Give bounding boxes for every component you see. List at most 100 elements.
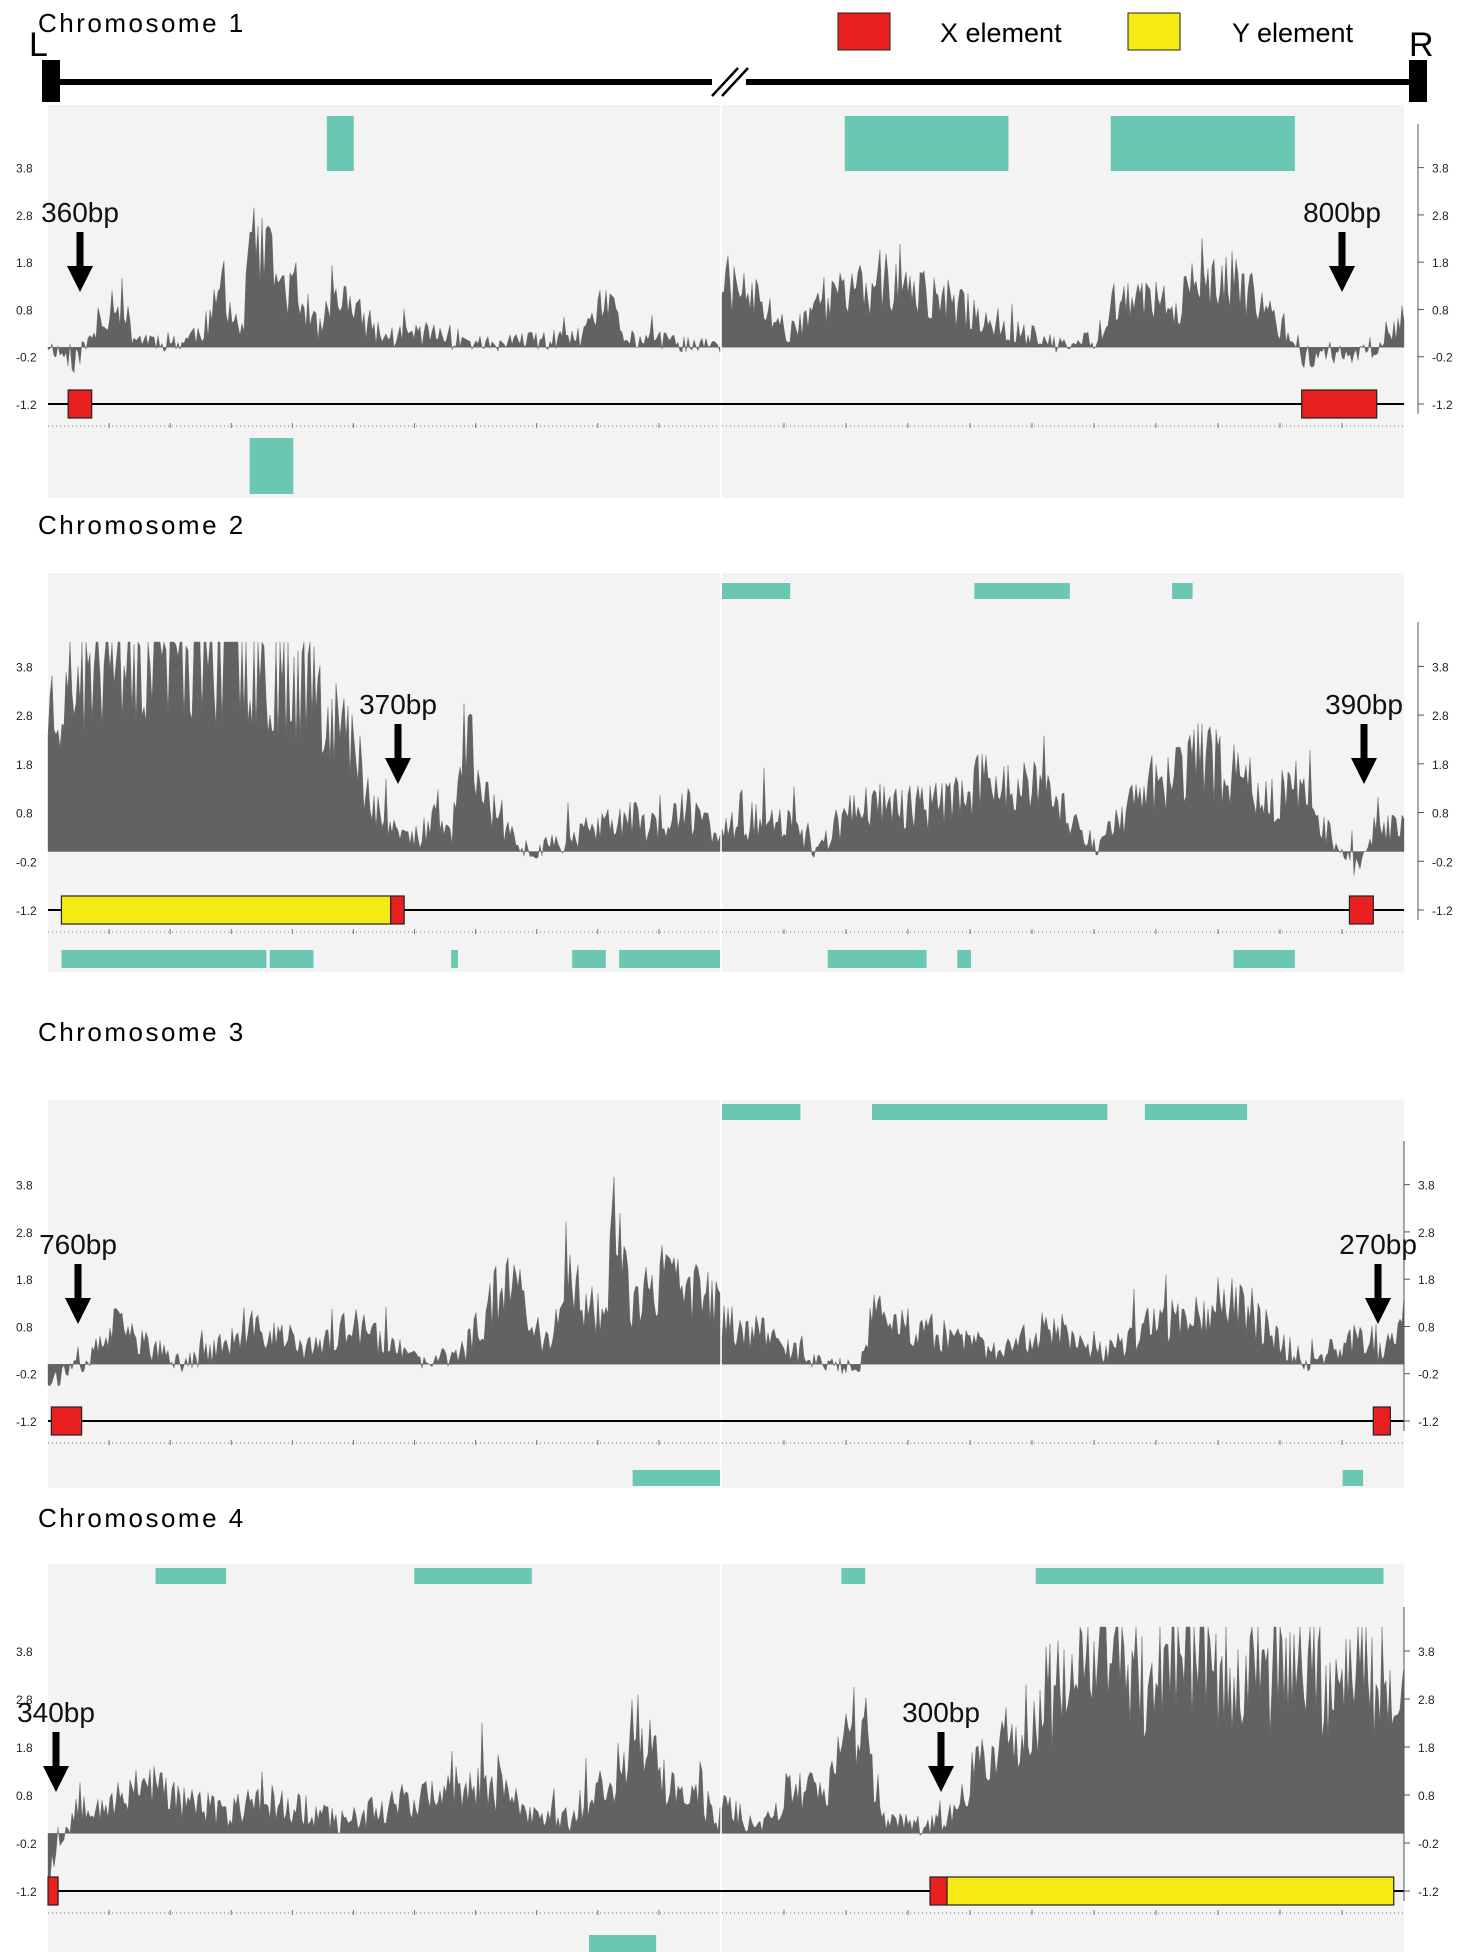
y-tick-label-right: -0.2 <box>1418 1368 1439 1382</box>
y-tick-label-left: 3.8 <box>16 660 33 674</box>
length-arrow: 360bp <box>41 197 119 292</box>
legend-label-x-element: X element <box>940 18 1062 48</box>
panel-background <box>48 1100 720 1488</box>
y-tick-label-left: -0.2 <box>16 1368 37 1382</box>
coverage-area <box>721 1274 1405 1375</box>
chromosome-panel: Chromosome 2 3.8 3.8 2.8 2.8 1.8 1.8 0.8 0.8 -0.2… <box>16 510 1453 972</box>
arrow-head <box>43 1766 69 1792</box>
length-arrow: 270bp <box>1339 1229 1417 1324</box>
right-end-region <box>721 573 1405 972</box>
y-tick-label-right: 1.8 <box>1418 1741 1435 1755</box>
coverage-area <box>721 1626 1405 1836</box>
left-end-region <box>47 573 721 972</box>
length-arrow: 370bp <box>359 689 437 784</box>
y-tick-label-right: -0.2 <box>1432 855 1453 869</box>
y-tick-label-left: -1.2 <box>16 398 37 412</box>
length-label: 300bp <box>902 1697 980 1728</box>
right-end-label: R <box>1409 26 1434 64</box>
chromosome-title: Chromosome 3 <box>38 1017 246 1047</box>
coverage-area <box>721 238 1405 369</box>
annotation-track-top <box>326 116 354 171</box>
length-label: 800bp <box>1303 197 1381 228</box>
right-end-region <box>721 105 1405 498</box>
chromosome-title: Chromosome 1 <box>38 8 246 38</box>
annotation-track-bottom <box>827 950 927 968</box>
y-tick-label-left: -0.2 <box>16 351 37 365</box>
annotation-track-top <box>974 583 1070 599</box>
arrow-head <box>1351 758 1377 784</box>
x-element-block <box>1372 1406 1391 1436</box>
y-tick-label-right: 0.8 <box>1432 303 1449 317</box>
coverage-area <box>47 1694 721 1883</box>
length-label: 390bp <box>1325 689 1403 720</box>
annotation-track-top <box>841 1568 866 1584</box>
left-end-label: L <box>29 26 48 64</box>
left-end-cap <box>42 60 60 102</box>
y-tick-label-left: 0.8 <box>16 807 33 821</box>
panel-background <box>722 1100 1404 1488</box>
arrow-shaft <box>1374 1264 1382 1300</box>
y-tick-label-right: -1.2 <box>1418 1415 1439 1429</box>
arrow-head <box>1329 266 1355 292</box>
length-arrow: 340bp <box>17 1697 95 1792</box>
annotation-track-top <box>155 1568 227 1584</box>
annotation-track-bottom <box>632 1470 720 1486</box>
arrow-shaft <box>76 232 84 268</box>
coverage-area <box>47 641 721 859</box>
y-tick-label-right: 3.8 <box>1418 1179 1435 1193</box>
panel-background <box>48 1564 720 1952</box>
length-label: 340bp <box>17 1697 95 1728</box>
y-tick-label-left: -1.2 <box>16 1885 37 1899</box>
annotation-track-top <box>1172 583 1193 599</box>
y-tick-label-left: -0.2 <box>16 1837 37 1851</box>
arrow-head <box>928 1766 954 1792</box>
x-element-block <box>67 389 93 419</box>
y-tick-label-left: 2.8 <box>16 1226 33 1240</box>
chromosome-title: Chromosome 4 <box>38 1503 246 1533</box>
y-tick-label-left: -1.2 <box>16 904 37 918</box>
coverage-area <box>47 207 721 374</box>
arrow-shaft <box>52 1732 60 1768</box>
y-tick-label-left: 0.8 <box>16 1320 33 1334</box>
arrow-shaft <box>1360 724 1368 760</box>
annotation-track-bottom <box>572 950 606 968</box>
arrow-shaft <box>74 1264 82 1300</box>
legend-swatch-y-element <box>1127 12 1181 51</box>
annotation-track-top <box>414 1568 532 1584</box>
right-end-cap <box>1409 60 1427 102</box>
y-tick-label-left: 1.8 <box>16 1741 33 1755</box>
break-mark <box>711 67 739 97</box>
y-tick-label-left: 0.8 <box>16 303 33 317</box>
legend-label-y-element: Y element <box>1232 18 1354 48</box>
y-tick-label-right: 1.8 <box>1432 256 1449 270</box>
left-end-region <box>47 1564 721 1952</box>
y-tick-label-left: 3.8 <box>16 1645 33 1659</box>
chromosome-panel: Chromosome 3 3.8 3.8 2.8 2.8 1.8 1.8 0.8 0.8 -0.2… <box>16 1017 1439 1488</box>
y-tick-label-right: 2.8 <box>1432 209 1449 223</box>
panel-background <box>722 573 1404 972</box>
y-tick-label-right: -1.2 <box>1418 1885 1439 1899</box>
annotation-track-bottom <box>451 950 458 968</box>
annotation-track-top <box>844 116 1009 171</box>
y-tick-label-left: 2.8 <box>16 709 33 723</box>
left-end-region <box>47 1100 721 1488</box>
arrow-head <box>67 266 93 292</box>
arrow-shaft <box>1338 232 1346 268</box>
y-tick-label-left: 1.8 <box>16 758 33 772</box>
right-end-region <box>721 1100 1405 1488</box>
annotation-track-bottom <box>249 438 294 494</box>
y-tick-label-left: -1.2 <box>16 1415 37 1429</box>
y-tick-label-right: -1.2 <box>1432 904 1453 918</box>
x-element-block <box>390 895 405 925</box>
chromosome-header: L R <box>29 26 1434 102</box>
y-tick-label-left: 2.8 <box>16 1693 33 1707</box>
y-tick-label-right: -0.2 <box>1432 351 1453 365</box>
length-label: 360bp <box>41 197 119 228</box>
length-label: 270bp <box>1339 1229 1417 1260</box>
annotation-track-top <box>722 1104 801 1120</box>
annotation-track-top <box>722 583 791 599</box>
y-tick-label-left: 3.8 <box>16 1179 33 1193</box>
y-tick-label-right: 0.8 <box>1418 1320 1435 1334</box>
chromosome-panel: Chromosome 4 3.8 3.8 2.8 2.8 1.8 1.8 0.8 0.8 -0.2… <box>16 1503 1439 1952</box>
